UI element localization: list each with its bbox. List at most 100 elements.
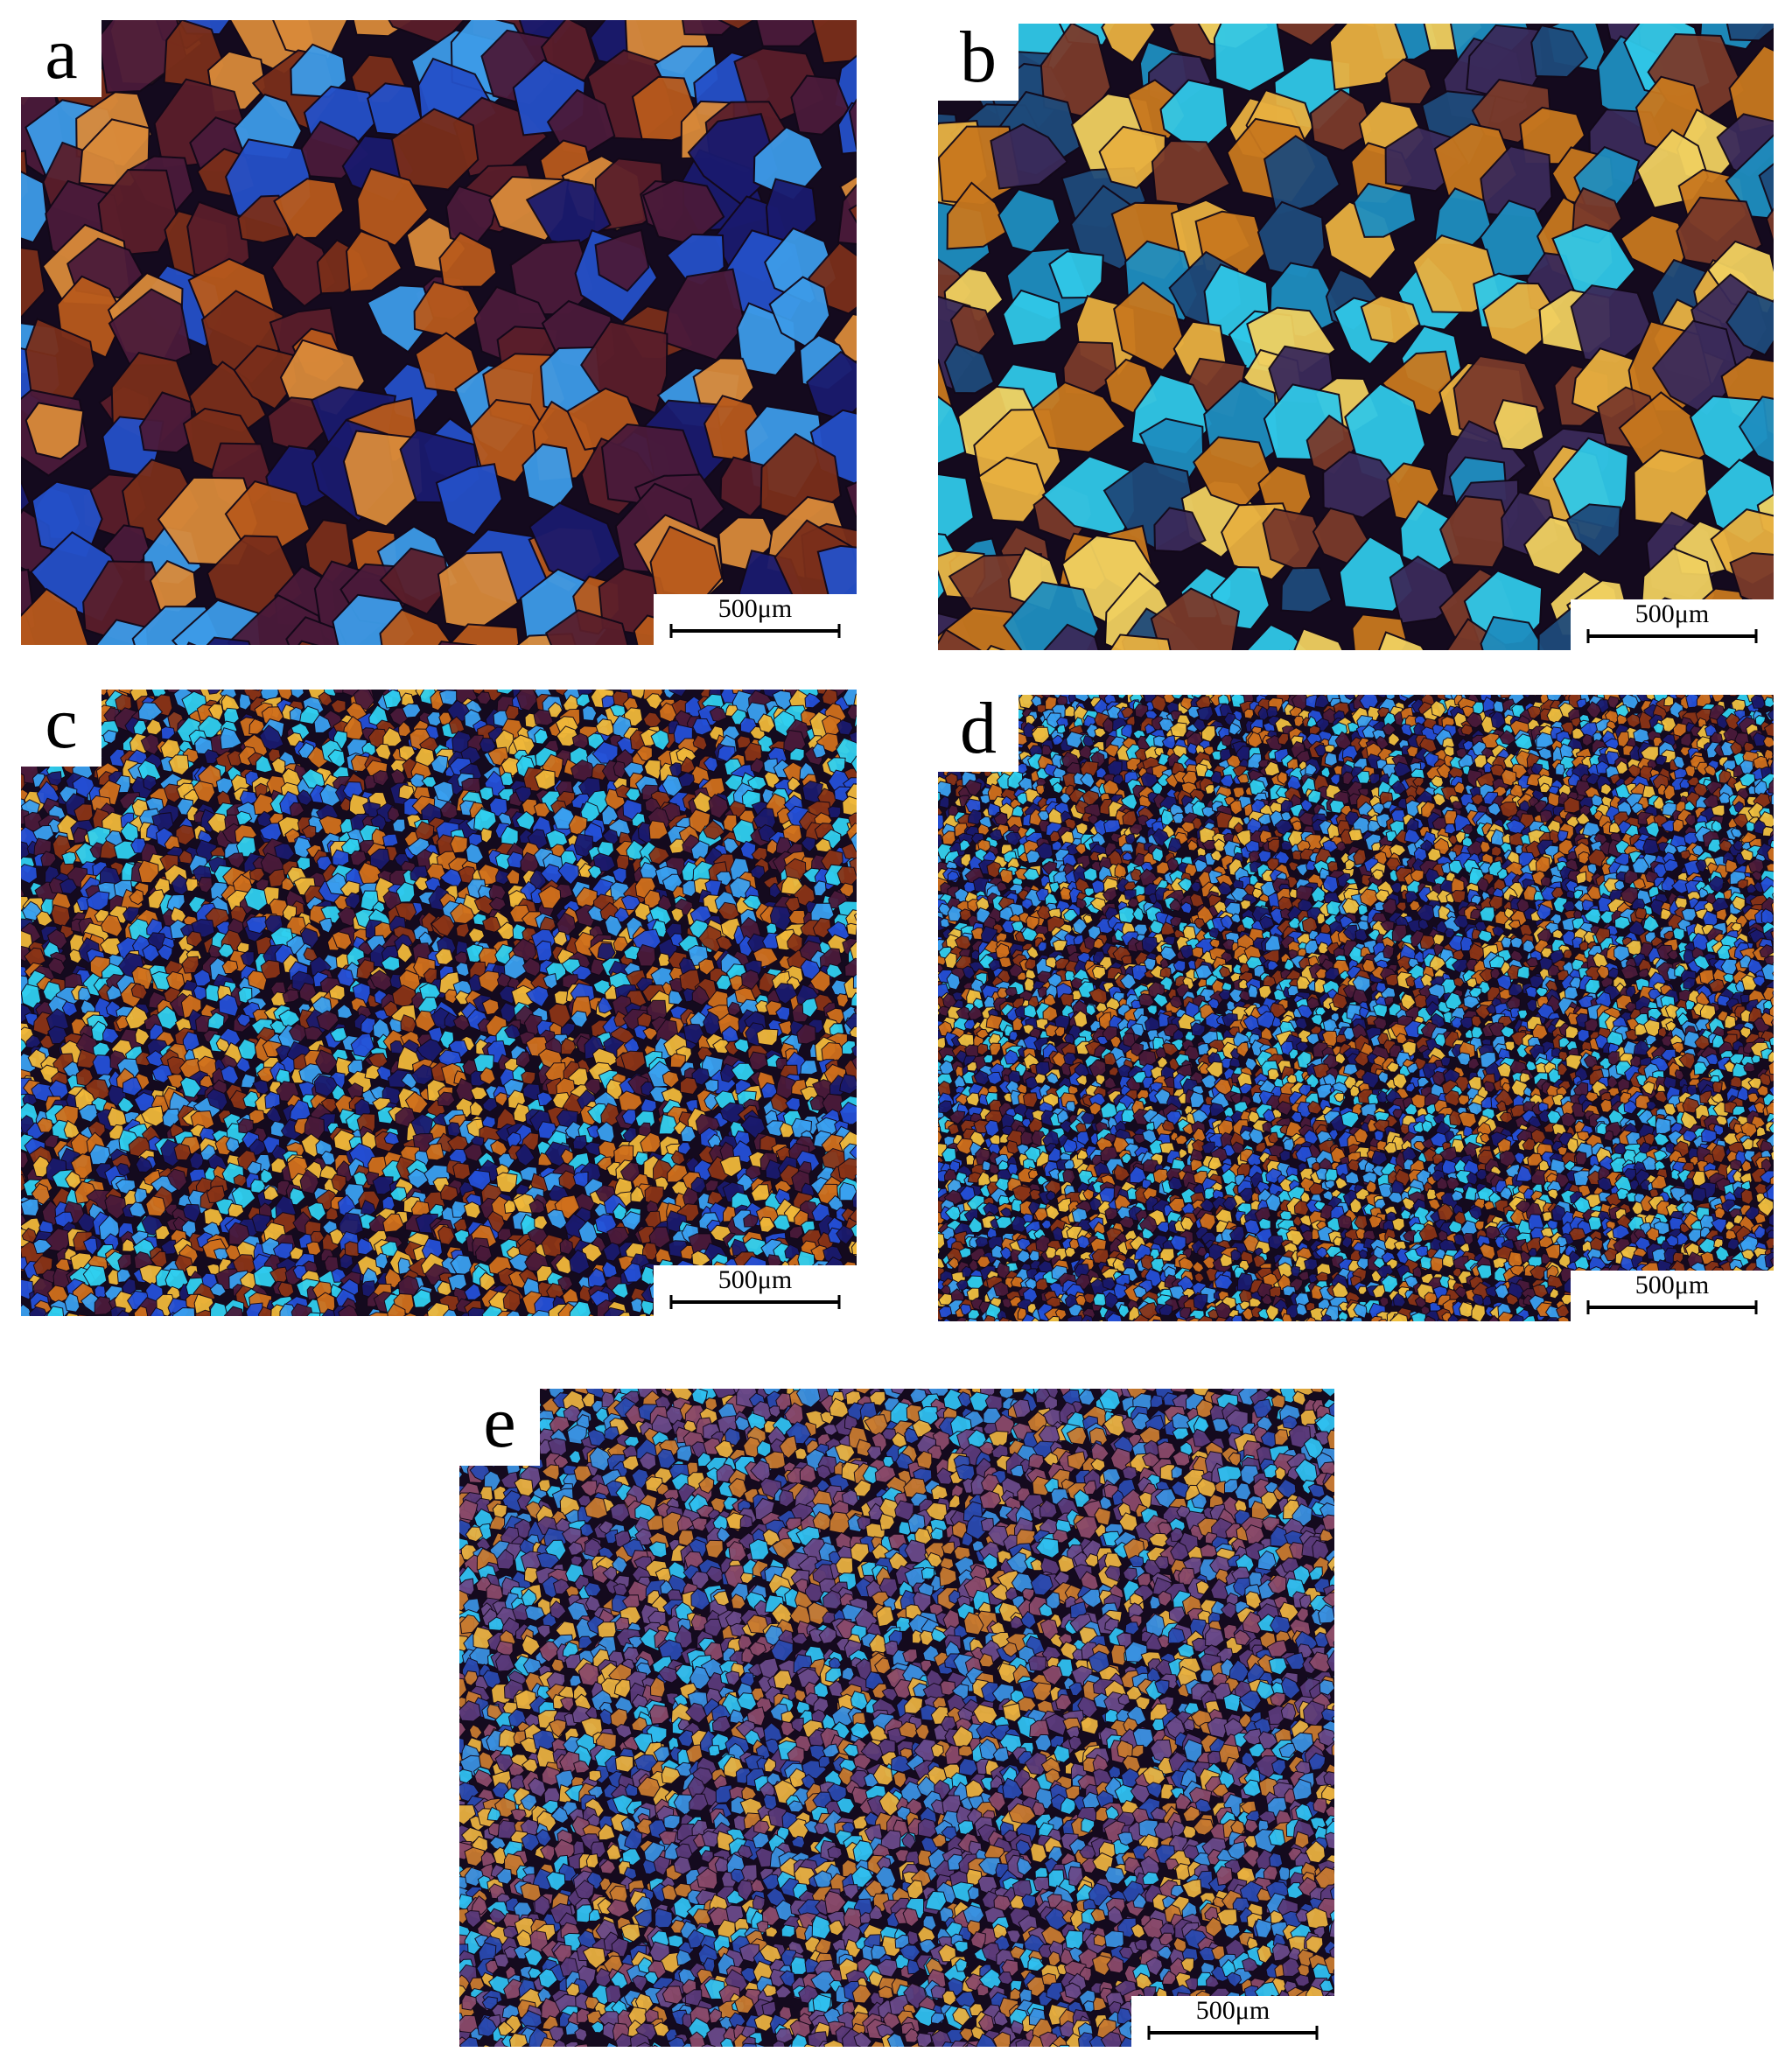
grain bbox=[1263, 135, 1341, 217]
grain bbox=[339, 1253, 354, 1270]
grain bbox=[235, 810, 253, 826]
grain bbox=[1726, 290, 1774, 356]
grain bbox=[1322, 451, 1404, 519]
grain bbox=[836, 719, 854, 736]
grain bbox=[1385, 58, 1432, 106]
grain bbox=[1056, 724, 1067, 734]
grain bbox=[307, 1201, 326, 1222]
grain bbox=[381, 956, 401, 972]
grain bbox=[1348, 829, 1364, 842]
grain bbox=[1490, 711, 1507, 730]
grain bbox=[584, 1078, 601, 1096]
grain bbox=[1074, 695, 1091, 703]
grain bbox=[1353, 182, 1418, 238]
grain bbox=[668, 990, 683, 1005]
grain bbox=[129, 1201, 147, 1218]
micrograph: b 500μm bbox=[938, 24, 1774, 650]
grain bbox=[516, 1051, 531, 1068]
grain bbox=[515, 690, 539, 711]
grain bbox=[618, 1312, 631, 1316]
grain bbox=[630, 1185, 645, 1203]
grain bbox=[1626, 713, 1643, 728]
grain bbox=[145, 1195, 167, 1217]
grain bbox=[179, 1076, 202, 1098]
grain bbox=[586, 1124, 602, 1139]
grain bbox=[850, 991, 857, 1007]
grain bbox=[809, 970, 831, 993]
grain bbox=[581, 1243, 603, 1263]
grain bbox=[640, 1131, 662, 1153]
grain bbox=[836, 1224, 855, 1245]
grain bbox=[1243, 708, 1255, 719]
grain bbox=[496, 690, 514, 695]
grain bbox=[811, 20, 857, 65]
grain bbox=[621, 1109, 637, 1125]
grain bbox=[1474, 695, 1479, 697]
grain bbox=[106, 984, 122, 1001]
grain bbox=[205, 984, 221, 1003]
grain bbox=[207, 690, 221, 695]
grain bbox=[836, 993, 849, 1008]
scale-bar-label: 500μm bbox=[718, 1265, 792, 1294]
grain bbox=[498, 985, 517, 1005]
grain bbox=[602, 828, 619, 845]
grain bbox=[743, 1237, 768, 1257]
grain bbox=[709, 706, 728, 722]
grain bbox=[166, 1168, 188, 1192]
grain bbox=[633, 1024, 649, 1040]
grain bbox=[801, 836, 816, 853]
grain bbox=[1324, 752, 1338, 767]
grain bbox=[270, 757, 286, 775]
grain bbox=[329, 1026, 348, 1042]
grain bbox=[142, 943, 160, 963]
grain bbox=[1531, 695, 1537, 697]
grain bbox=[1726, 24, 1774, 42]
micrograph-panel: d 500μm bbox=[938, 695, 1774, 1321]
grain bbox=[620, 894, 641, 911]
grain bbox=[704, 1079, 719, 1093]
grain bbox=[691, 1067, 710, 1086]
grain bbox=[587, 865, 603, 879]
grain bbox=[21, 247, 46, 319]
grain bbox=[452, 1162, 472, 1180]
grain bbox=[841, 843, 857, 861]
grain bbox=[240, 951, 255, 967]
panel-label: b bbox=[960, 24, 997, 98]
grain bbox=[507, 851, 525, 869]
grain bbox=[645, 693, 663, 711]
grain bbox=[299, 1168, 319, 1194]
grain bbox=[1280, 566, 1334, 613]
grain bbox=[1526, 705, 1543, 719]
grain bbox=[482, 1097, 499, 1113]
grain bbox=[1750, 695, 1766, 709]
grain bbox=[756, 1028, 779, 1047]
grain bbox=[157, 944, 173, 962]
grain bbox=[29, 1306, 48, 1316]
grain bbox=[172, 1306, 196, 1316]
grain bbox=[21, 1227, 38, 1243]
grain bbox=[788, 1225, 804, 1240]
grain bbox=[1758, 163, 1774, 218]
grain bbox=[704, 1179, 719, 1192]
grain bbox=[1576, 698, 1587, 709]
grain bbox=[742, 894, 763, 911]
grain bbox=[186, 930, 203, 948]
grain bbox=[1150, 587, 1241, 650]
grain bbox=[443, 1308, 458, 1316]
scale-bar-label: 500μm bbox=[1635, 599, 1709, 628]
grain bbox=[494, 1092, 508, 1107]
grain bbox=[155, 1224, 171, 1241]
grain bbox=[313, 1075, 339, 1097]
grain bbox=[1109, 634, 1172, 650]
grain bbox=[1101, 24, 1157, 64]
grain bbox=[100, 914, 123, 937]
grain bbox=[1460, 724, 1474, 736]
grain bbox=[544, 609, 629, 645]
grain bbox=[207, 703, 224, 721]
grain bbox=[595, 718, 615, 737]
grain bbox=[336, 967, 355, 987]
grain bbox=[1018, 695, 1034, 710]
grain bbox=[587, 905, 606, 922]
grain bbox=[305, 1241, 322, 1256]
grain bbox=[70, 1153, 94, 1180]
